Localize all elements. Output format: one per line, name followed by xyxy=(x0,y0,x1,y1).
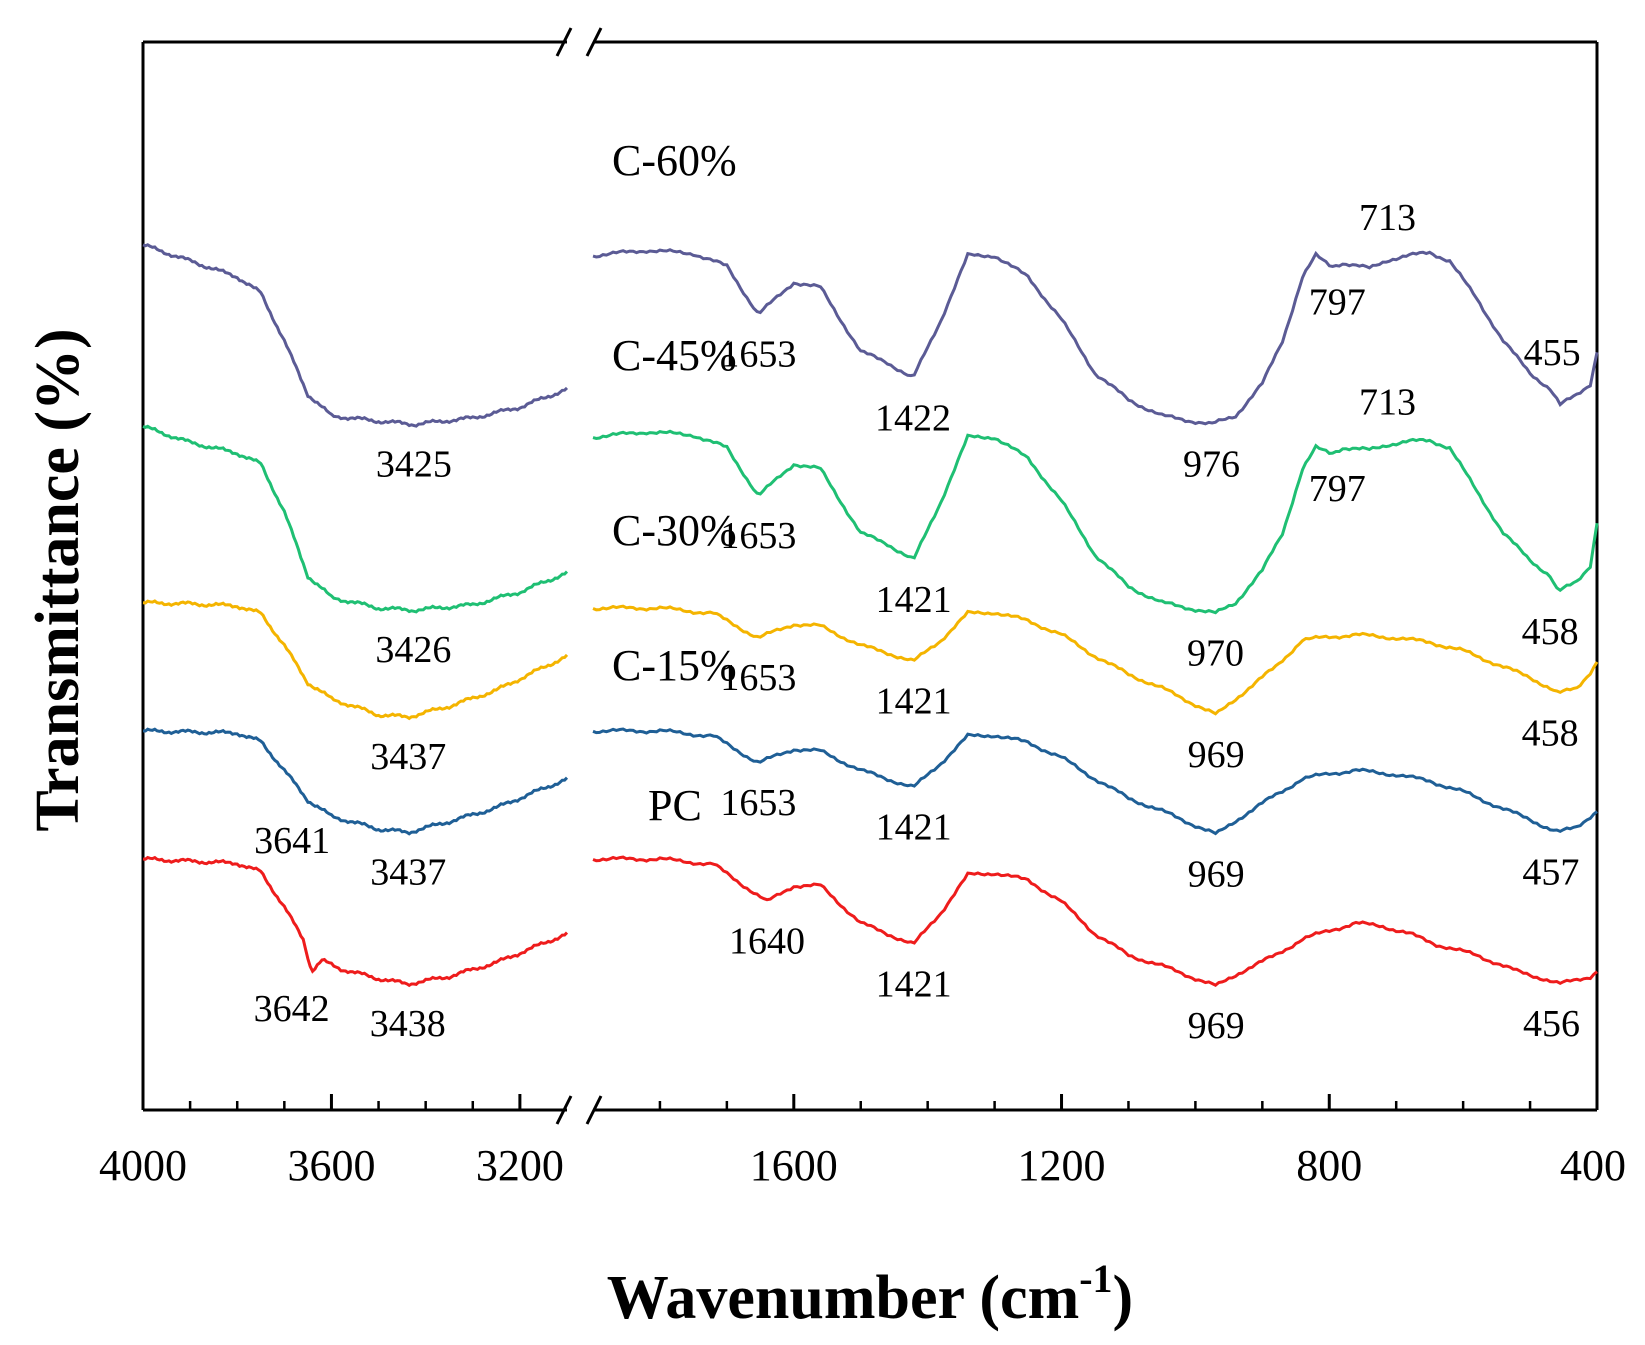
peak-label: 458 xyxy=(1522,611,1579,653)
peak-label: 713 xyxy=(1359,382,1416,424)
series-label: C-60% xyxy=(612,136,737,185)
peak-label: 1421 xyxy=(876,579,952,621)
peak-label: 3437 xyxy=(370,736,446,778)
peak-label: 3641 xyxy=(254,820,330,862)
series-line-c-30pct-left xyxy=(142,599,569,721)
tick-layer: 4000 3600 3200 1600 1200 800 400 xyxy=(99,1094,1626,1190)
peak-label: 713 xyxy=(1359,197,1416,239)
peak-label: 1421 xyxy=(876,680,952,722)
peak-label: 455 xyxy=(1524,332,1581,374)
peak-label: 969 xyxy=(1188,1005,1245,1047)
peak-label: 457 xyxy=(1522,851,1579,893)
series-label: C-30% xyxy=(612,506,737,555)
peak-label: 3437 xyxy=(370,851,446,893)
x-axis-title-main: Wavenumber (cm xyxy=(607,1264,1079,1332)
series-line-c-15pct-left xyxy=(142,727,569,836)
series-label: PC xyxy=(648,781,702,830)
peak-label: 3438 xyxy=(370,1003,446,1045)
x-tick-label: 1200 xyxy=(1018,1141,1106,1190)
peak-label: 1653 xyxy=(720,657,796,699)
plot-frame xyxy=(141,27,1599,1125)
peak-label: 3642 xyxy=(254,988,330,1030)
x-tick-label: 800 xyxy=(1296,1141,1362,1190)
series-line-c-45pct-left xyxy=(142,424,569,614)
peak-label: 1421 xyxy=(876,963,952,1005)
series-label: C-45% xyxy=(612,331,737,380)
series-line-c-30pct-right xyxy=(592,604,1599,716)
peak-label: 1653 xyxy=(720,782,796,824)
x-tick-label: 400 xyxy=(1560,1141,1626,1190)
peak-label: 970 xyxy=(1187,632,1244,674)
label-layer: C-60% 3425 1653 1422 976 797 713 455 C-45% 3426 16… xyxy=(254,136,1581,1047)
x-tick-label: 3200 xyxy=(476,1141,564,1190)
peak-label: 969 xyxy=(1188,853,1245,895)
axis-break-mark-bottom-1 xyxy=(555,1095,573,1125)
peak-label: 1422 xyxy=(875,397,951,439)
peak-label: 458 xyxy=(1522,712,1579,754)
x-axis-title-superscript: -1 xyxy=(1079,1256,1112,1301)
peak-label: 969 xyxy=(1188,734,1245,776)
axis-break-mark-bottom-2 xyxy=(585,1095,603,1125)
peak-label: 1653 xyxy=(720,515,796,557)
series-layer xyxy=(142,243,1599,988)
axis-break-mark-top-1 xyxy=(555,27,573,57)
series-label: C-15% xyxy=(612,641,737,690)
peak-label: 3426 xyxy=(375,629,451,671)
peak-label: 1640 xyxy=(729,921,805,963)
peak-label: 976 xyxy=(1183,443,1240,485)
series-line-c-45pct-right xyxy=(592,429,1599,615)
x-tick-label: 1600 xyxy=(750,1141,838,1190)
series-line-pc-right xyxy=(592,855,1598,987)
peak-label: 1421 xyxy=(876,806,952,848)
x-tick-label: 4000 xyxy=(99,1141,187,1190)
peak-label: 1653 xyxy=(720,333,796,375)
x-axis-title: Wavenumber (cm-1) xyxy=(607,1256,1133,1332)
x-axis-title-close: ) xyxy=(1113,1264,1134,1332)
y-axis-title: Transmittance (%) xyxy=(24,328,92,831)
peak-label: 3425 xyxy=(376,443,452,485)
peak-label: 797 xyxy=(1309,281,1366,323)
series-line-c-60pct-right xyxy=(592,248,1599,426)
peak-label: 456 xyxy=(1523,1003,1580,1045)
series-line-c-15pct-right xyxy=(592,727,1598,836)
peak-label: 797 xyxy=(1309,468,1366,510)
axis-break-mark-top-2 xyxy=(585,27,603,57)
series-line-pc-left xyxy=(142,855,569,988)
x-tick-label: 3600 xyxy=(287,1141,375,1190)
series-line-c-60pct-left xyxy=(142,243,569,428)
